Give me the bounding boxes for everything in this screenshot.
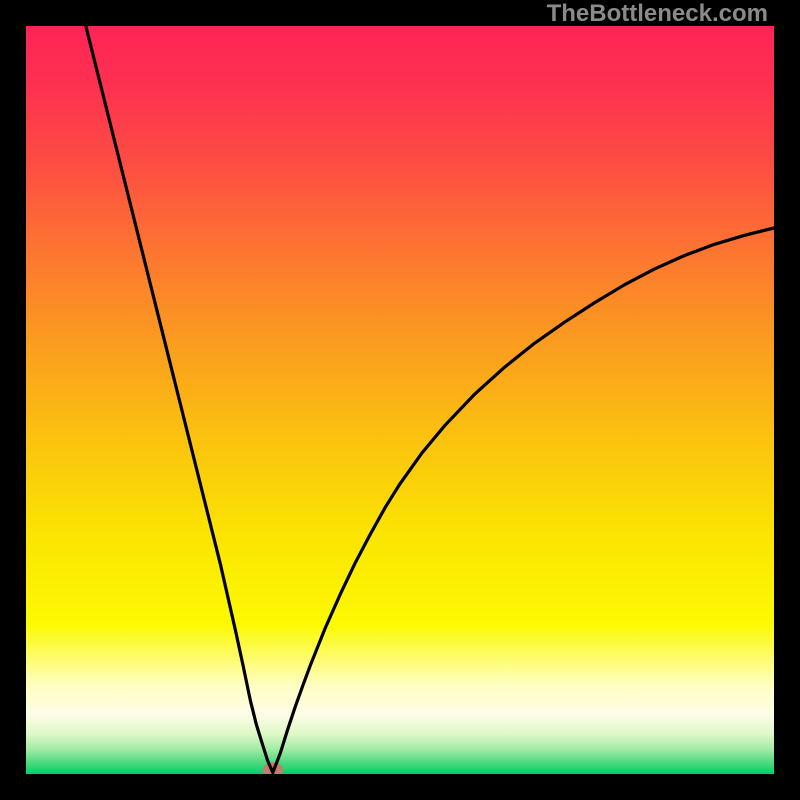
curve-right-branch — [273, 228, 774, 773]
border-bottom — [0, 774, 800, 800]
border-right — [774, 0, 800, 800]
curve-left-branch — [86, 26, 273, 773]
border-left — [0, 0, 26, 800]
plot-area — [26, 26, 774, 774]
plot-svg — [26, 26, 774, 774]
watermark-text: TheBottleneck.com — [547, 0, 768, 28]
chart-frame: TheBottleneck.com — [0, 0, 800, 800]
